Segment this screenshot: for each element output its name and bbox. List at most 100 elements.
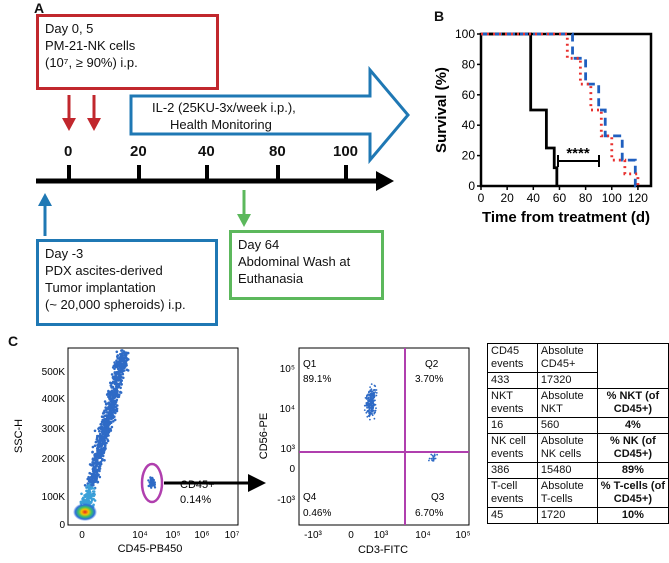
event-dot: [93, 429, 97, 433]
dosing-line-2: PM-21-NK cells: [45, 38, 136, 53]
event-dot: [367, 397, 369, 400]
timeline-arrowhead: [376, 171, 394, 191]
wash-line-1: Day 64: [238, 237, 280, 252]
event-dot: [106, 422, 109, 426]
event-dot: [150, 484, 154, 487]
event-dot: [119, 391, 123, 394]
timeline-ticks: [67, 165, 348, 181]
event-dot: [106, 411, 110, 414]
x-tick: 10⁷: [225, 530, 240, 541]
y-tick: 300K: [42, 424, 66, 435]
event-dot: [147, 484, 150, 488]
event-dot: [113, 401, 117, 404]
event-dot: [87, 475, 90, 479]
y-tick: 0: [59, 520, 65, 531]
event-dot: [373, 389, 376, 391]
implant-line-3: Tumor implantation: [45, 280, 156, 295]
event-dot: [95, 452, 98, 456]
event-dot: [108, 410, 112, 414]
implant-arrow: [38, 193, 52, 236]
dosing-line-3: (10⁷, ≥ 90%) i.p.: [45, 55, 138, 70]
event-dot: [102, 448, 105, 451]
event-dot: [125, 368, 129, 372]
x-tick-label: 40: [527, 191, 541, 205]
table-cell: NKT events: [487, 388, 538, 418]
event-dot: [121, 353, 124, 357]
significance-stars: ****: [566, 145, 590, 162]
event-dot: [120, 371, 123, 374]
table-cell: 560: [536, 417, 598, 434]
event-dot: [94, 466, 97, 470]
event-dot: [86, 484, 89, 488]
table-row: NKT events Absolute NKT % NKT (of CD45+): [487, 388, 669, 418]
event-dot: [98, 469, 101, 473]
table-cell: CD45 events: [487, 343, 538, 373]
table-row: 16 560 4%: [487, 417, 669, 434]
event-dot: [369, 389, 372, 392]
event-dot: [97, 445, 101, 449]
x-tick-label: 100: [602, 191, 622, 205]
y-tick: 100K: [42, 492, 66, 503]
event-dot: [100, 425, 104, 428]
event-dot: [111, 404, 115, 408]
event-dot: [111, 398, 114, 401]
wash-box: Day 64 Abdominal Wash at Euthanasia: [229, 230, 384, 300]
event-dot: [117, 373, 121, 377]
event-dot: [121, 355, 124, 359]
event-dot: [110, 402, 113, 405]
gate-percent: 0.14%: [180, 494, 211, 506]
y-tick: 10³: [281, 444, 296, 455]
event-dot: [126, 351, 130, 355]
table-cell: 433: [487, 372, 538, 389]
event-dot: [124, 351, 128, 354]
event-dot: [430, 457, 433, 460]
event-dot: [92, 476, 96, 479]
event-dot: [153, 486, 157, 489]
gate-arrow: [164, 474, 266, 492]
event-dot: [366, 405, 368, 407]
table-cell: Absolute CD45+: [536, 343, 598, 373]
y-tick-label: 60: [462, 88, 476, 102]
x-axis-label: Time from treatment (d): [482, 209, 650, 226]
event-dot: [368, 398, 371, 401]
q4-percent: 0.46%: [303, 508, 331, 519]
event-dot: [114, 373, 118, 377]
event-dot: [121, 358, 125, 361]
table-cell: Absolute T-cells: [536, 478, 598, 508]
event-dot: [112, 408, 116, 411]
event-dot: [369, 386, 371, 388]
timeline-graphic: [36, 65, 410, 236]
event-dot: [116, 367, 120, 371]
y-tick-label: 20: [462, 149, 476, 163]
event-dot: [98, 429, 101, 433]
dose-arrow-1: [62, 95, 76, 131]
event-dot: [374, 391, 377, 393]
event-dot: [89, 463, 93, 466]
event-dot: [108, 413, 111, 416]
table-cell: 16: [487, 417, 538, 434]
y-tick: 10⁵: [280, 364, 295, 375]
event-dot: [368, 414, 371, 417]
event-dot: [92, 497, 95, 501]
event-dot: [117, 382, 121, 386]
event-dot: [372, 404, 374, 407]
event-dot: [364, 397, 367, 399]
table-cell: T-cell events: [487, 478, 538, 508]
dosing-box: Day 0, 5 PM-21-NK cells (10⁷, ≥ 90%) i.p…: [36, 14, 219, 90]
event-dot: [365, 395, 368, 398]
event-dot: [91, 481, 94, 484]
event-dot: [120, 379, 123, 383]
event-dot: [371, 411, 374, 413]
event-dot: [111, 400, 114, 403]
event-dot: [433, 453, 436, 456]
q3-percent: 6.70%: [415, 508, 443, 519]
timeline-tick-label: 40: [198, 143, 215, 160]
flow-plot-cd56-cd3: Q1 89.1% Q2 3.70% Q4 0.46% Q3 6.70% -10³…: [258, 347, 471, 556]
event-dot: [151, 479, 154, 482]
flow-plot-cd45: CD45+ 0.14% 0 100K 200K 300K 400K 500K 0…: [13, 347, 240, 555]
event-dot: [95, 472, 99, 475]
x-tick: 10⁴: [415, 530, 430, 541]
event-dot: [373, 399, 375, 402]
event-dot: [116, 404, 119, 407]
table-cell: Absolute NKT: [536, 388, 598, 418]
